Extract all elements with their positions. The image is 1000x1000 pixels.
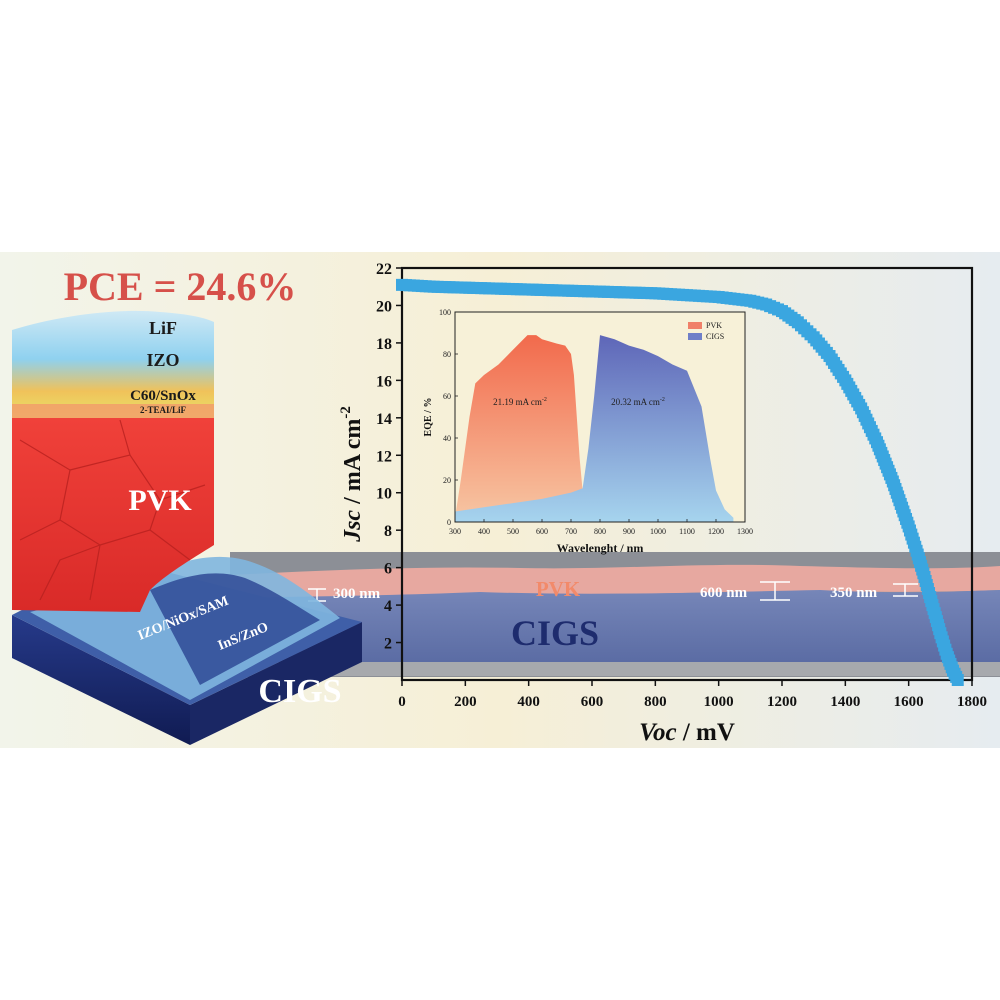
layer-label-cigs: CIGS — [258, 673, 341, 710]
legend-swatch — [688, 333, 702, 340]
y-tick-label: 10 — [376, 486, 392, 503]
teai-layer — [12, 404, 214, 418]
inset-x-tick-label: 400 — [478, 527, 490, 536]
y-tick-label: 16 — [376, 373, 392, 390]
thickness-marker-2 — [760, 581, 790, 601]
inset-x-tick-label: 300 — [449, 527, 461, 536]
x-tick-label: 1200 — [767, 694, 797, 710]
x-tick-label: 400 — [517, 694, 540, 710]
top-layers — [12, 310, 214, 418]
inset-x-tick-label: 800 — [594, 527, 606, 536]
legend-label: CIGS — [706, 332, 724, 341]
layer-label-c60: C60/SnOx — [130, 388, 196, 404]
eqe-area-pvk — [455, 335, 595, 522]
x-tick-label: 800 — [644, 694, 667, 710]
inset-y-tick-label: 20 — [443, 476, 451, 485]
inset-x-tick-label: 1200 — [708, 527, 724, 536]
plot-frame — [400, 266, 974, 682]
inset-x-axis-label: Wavelenght / nm — [557, 541, 644, 555]
y-tick-label: 18 — [376, 336, 392, 353]
jv-chart: 0 200 400 600 800 1000 1200 1400 1600 18002468101… — [338, 261, 987, 746]
thickness-label-3: 350 nm — [830, 585, 878, 601]
inset-x-tick-label: 900 — [623, 527, 635, 536]
x-tick-label: 1000 — [704, 694, 734, 710]
layer-label-teai: 2-TEAI/LiF — [140, 405, 187, 415]
inset-y-tick-label: 80 — [443, 350, 451, 359]
layer-label-lif: LiF — [149, 318, 177, 338]
thickness-marker-3 — [893, 583, 918, 597]
jv-curve — [396, 278, 964, 686]
y-tick-label: 8 — [384, 523, 392, 540]
x-tick-label: 1600 — [894, 694, 924, 710]
inset-x-tick-label: 600 — [536, 527, 548, 536]
inset-x-tick-label: 1000 — [650, 527, 666, 536]
inset-x-tick-label: 500 — [507, 527, 519, 536]
thickness-label-2: 600 nm — [700, 585, 748, 601]
pvk-block — [12, 418, 214, 612]
layer-label-izo: IZO — [146, 350, 179, 370]
eqe-annotation: 21.19 mA cm-2 — [493, 397, 547, 407]
sem-cigs-label: CIGS — [511, 613, 599, 653]
inset-y-tick-label: 100 — [439, 308, 451, 317]
cigs-block-right — [190, 622, 362, 745]
x-tick-label: 200 — [454, 694, 477, 710]
x-tick-label: 0 — [398, 694, 406, 710]
eqe-annotation: 20.32 mA cm-2 — [611, 397, 665, 407]
y-tick-label: 14 — [376, 411, 392, 428]
inset-y-tick-label: 60 — [443, 392, 451, 401]
cigs-block-front — [12, 615, 190, 745]
layer-label-pvk: PVK — [128, 484, 192, 517]
inset-x-tick-label: 700 — [565, 527, 577, 536]
inset-y-tick-label: 0 — [447, 518, 451, 527]
legend-swatch — [688, 322, 702, 329]
sem-cross-section — [230, 552, 1000, 677]
thickness-label-1: 300 nm — [333, 586, 381, 602]
x-tick-label: 600 — [581, 694, 604, 710]
inset-y-axis-label: EQE / % — [423, 398, 434, 437]
pce-headline: PCE = 24.6% — [64, 264, 297, 309]
y-tick-label: 12 — [376, 448, 392, 465]
jv-point — [951, 674, 964, 686]
device-stack-illustration: LiF IZO C60/SnOx 2-TEAI/LiF PVK IZO/NiOx… — [12, 310, 362, 745]
y-tick-label: 22 — [376, 261, 392, 278]
sem-pvk-label: PVK — [536, 577, 581, 601]
y-tick-label: 4 — [384, 598, 392, 615]
x-axis-label: Voc / mV — [639, 719, 735, 746]
x-tick-label: 1400 — [830, 694, 860, 710]
inset-y-tick-label: 40 — [443, 434, 451, 443]
eqe-area-cigs — [455, 335, 734, 522]
inset-x-tick-label: 1100 — [679, 527, 695, 536]
legend-label: PVK — [706, 321, 722, 330]
y-tick-label: 6 — [384, 561, 392, 578]
y-axis-label: Jsc / mA cm-2 — [338, 406, 366, 543]
x-tick-label: 1800 — [957, 694, 987, 710]
inset-x-tick-label: 1300 — [737, 527, 753, 536]
y-tick-label: 2 — [384, 636, 392, 653]
y-tick-label: 20 — [376, 298, 392, 315]
